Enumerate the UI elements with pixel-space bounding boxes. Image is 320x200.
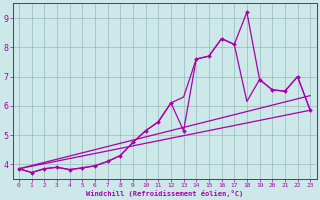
X-axis label: Windchill (Refroidissement éolien,°C): Windchill (Refroidissement éolien,°C)	[86, 190, 243, 197]
